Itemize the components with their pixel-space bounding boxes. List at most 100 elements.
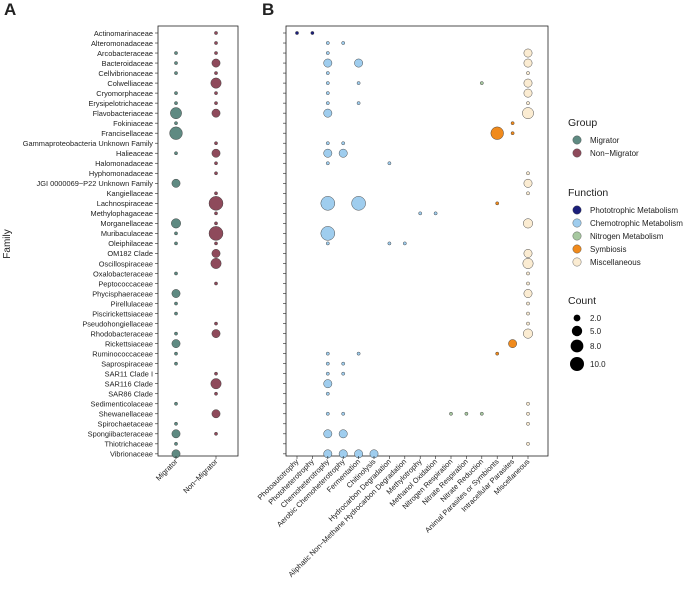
point-miscellaneous-oxalobacteraceae [526, 271, 530, 276]
family-label-spongiibacteraceae: Spongiibacteraceae [88, 430, 153, 439]
point-migrator-erysipelotrichaceae [174, 101, 178, 105]
legend-label-non-migrator: Non−Migrator [590, 149, 639, 158]
family-label-thiotrichaceae: Thiotrichaceae [105, 440, 153, 449]
legend-group-title: Group [568, 117, 597, 129]
point-chemoheterotrophy-muribaculaceae [320, 226, 336, 241]
point-migrator-morganellaceae [171, 218, 181, 229]
legend-count-title: Count [568, 295, 596, 307]
family-label-spirochaetaceae: Spirochaetaceae [98, 420, 153, 429]
point-non-migrator-hyphomonadaceae [214, 171, 218, 176]
point-non-migrator-halieaceae [211, 148, 221, 158]
legend-label-migrator: Migrator [590, 136, 620, 145]
family-label-hyphomonadaceae: Hyphomonadaceae [89, 169, 153, 178]
legend-count-label-2: 8.0 [590, 342, 602, 351]
family-label-sar116-clade: SAR116 Clade [105, 380, 153, 389]
point-nitrogen-respiration-shewanellaceae [449, 411, 453, 416]
family-label-francisellaceae: Francisellaceae [101, 129, 153, 138]
point-migrator-pirellulaceae [174, 301, 178, 306]
family-label-fokiniaceae: Fokiniaceae [113, 119, 153, 128]
point-chemoheterotrophy-ruminococcaceae [325, 351, 330, 356]
point-migrator-spirochaetaceae [174, 421, 178, 426]
point-aliphatic-non-methane-hydrocarbon-degradation-oleiphilaceae [402, 241, 407, 246]
point-aerobic-chemoheterotrophy-spongiibacteraceae [338, 429, 348, 439]
point-migrator-ruminococcaceae [174, 351, 178, 356]
legend-count-items: 2.0 5.0 8.0 10.0 [570, 314, 606, 371]
family-label-saprospiraceae: Saprospiraceae [101, 359, 153, 368]
point-non-migrator-rhodobacteraceae [211, 329, 221, 338]
point-migrator-phycisphaeraceae [171, 289, 181, 298]
point-migrator-piscirickettsiaceae [174, 311, 178, 316]
family-label-muribaculaceae: Muribaculaceae [101, 229, 153, 238]
point-aerobic-chemoheterotrophy-sar11-clade-i [341, 371, 346, 376]
legend-swatch-chemotrophic [572, 218, 582, 228]
point-animal-parasites-or-symbionts-lachnospiraceae [495, 201, 500, 206]
family-label-ruminococcaceae: Ruminococcaceae [92, 349, 153, 358]
legend-count-swatch-2 [570, 339, 584, 353]
point-miscellaneous-arcobacteraceae [523, 48, 533, 58]
point-non-migrator-muribaculaceae [208, 226, 224, 241]
point-non-migrator-sar86-clade [214, 391, 218, 396]
family-label-kangiellaceae: Kangiellaceae [107, 189, 153, 198]
point-miscellaneous-hyphomonadaceae [526, 171, 530, 176]
point-miscellaneous-spirochaetaceae [526, 421, 530, 426]
family-label-arcobacteraceae: Arcobacteraceae [97, 49, 153, 58]
point-migrator-cryomorphaceae [174, 91, 178, 95]
point-non-migrator-pseudohongiellaceae [214, 321, 218, 326]
legend-swatch-nitrogen [572, 231, 582, 241]
family-label-sar86-clade: SAR86 Clade [108, 390, 153, 399]
point-chemoheterotrophy-saprospiraceae [325, 361, 330, 366]
family-label-vibrionaceae: Vibrionaceae [110, 450, 153, 459]
panel-b-label: B [262, 0, 274, 19]
legend-label-miscellaneous: Miscellaneous [590, 258, 641, 267]
point-non-migrator-om182-clade [211, 249, 221, 258]
point-photoautotrophy-actinomarinaceae [295, 31, 299, 35]
point-non-migrator-lachnospiraceae [208, 196, 224, 211]
panel-a-x-axis: Migrator Non−Migrator [154, 456, 220, 495]
point-fermentation-ruminococcaceae [356, 351, 361, 356]
point-non-migrator-halomonadaceae [214, 161, 218, 166]
point-non-migrator-gammaproteobacteria-unknown-family [214, 141, 218, 146]
point-chemoheterotrophy-gammaproteobacteria-unknown-family [325, 141, 330, 146]
point-miscellaneous-om182-clade [523, 249, 533, 258]
point-fermentation-bacteroidaceae [354, 58, 363, 68]
point-photoheterotrophy-actinomarinaceae [310, 31, 315, 35]
panel-a-frame [157, 25, 239, 457]
point-non-migrator-cellvibrionaceae [214, 71, 218, 75]
point-non-migrator-actinomarinaceae [214, 31, 218, 35]
point-hydrocarbon-degradation-oleiphilaceae [387, 241, 392, 246]
point-non-migrator-oleiphilaceae [214, 241, 218, 246]
point-miscellaneous-erysipelotrichaceae [526, 101, 530, 105]
family-label-morganellaceae: Morganellaceae [100, 219, 153, 228]
family-label-methylophagaceae: Methylophagaceae [91, 209, 153, 218]
point-nitrate-reduction-colwelliaceae [479, 81, 484, 85]
point-methylotrophy-methylophagaceae [418, 211, 423, 216]
legend-count-label-3: 10.0 [590, 360, 606, 369]
point-nitrate-respiration-shewanellaceae [464, 411, 469, 416]
legend-label-phototrophic: Phototrophic Metabolism [590, 206, 678, 215]
point-migrator-arcobacteraceae [174, 51, 178, 55]
legend-count-label-1: 5.0 [590, 327, 602, 336]
family-label-jgi-0000069-p22-unknown-family: JGI 0000069−P22 Unknown Family [37, 179, 154, 188]
point-miscellaneous-cellvibrionaceae [526, 71, 530, 75]
family-label-alteromonadaceae: Alteromonadaceae [91, 39, 153, 48]
legend-swatch-migrator [572, 135, 582, 145]
point-non-migrator-methylophagaceae [214, 211, 218, 216]
point-non-migrator-peptococcaceae [214, 281, 218, 286]
point-miscellaneous-thiotrichaceae [526, 441, 530, 446]
legend-count-swatch-0 [573, 314, 581, 322]
point-aerobic-chemoheterotrophy-gammaproteobacteria-unknown-family [341, 141, 346, 146]
point-chemoheterotrophy-erysipelotrichaceae [325, 101, 330, 105]
legend-swatch-symbiosis [572, 244, 582, 254]
point-aerobic-chemoheterotrophy-shewanellaceae [341, 411, 346, 416]
point-non-migrator-shewanellaceae [211, 409, 221, 419]
panel-a-label: A [4, 0, 16, 19]
family-label-cellvibrionaceae: Cellvibrionaceae [98, 69, 153, 78]
family-label-colwelliaceae: Colwelliaceae [107, 79, 153, 88]
point-chemoheterotrophy-alteromonadaceae [325, 41, 330, 45]
family-label-pirellulaceae: Pirellulaceae [111, 299, 153, 308]
point-non-migrator-flavobacteriaceae [211, 108, 221, 118]
point-non-migrator-kangiellaceae [214, 191, 218, 196]
point-miscellaneous-peptococcaceae [526, 281, 530, 286]
point-chemoheterotrophy-cryomorphaceae [325, 91, 330, 95]
